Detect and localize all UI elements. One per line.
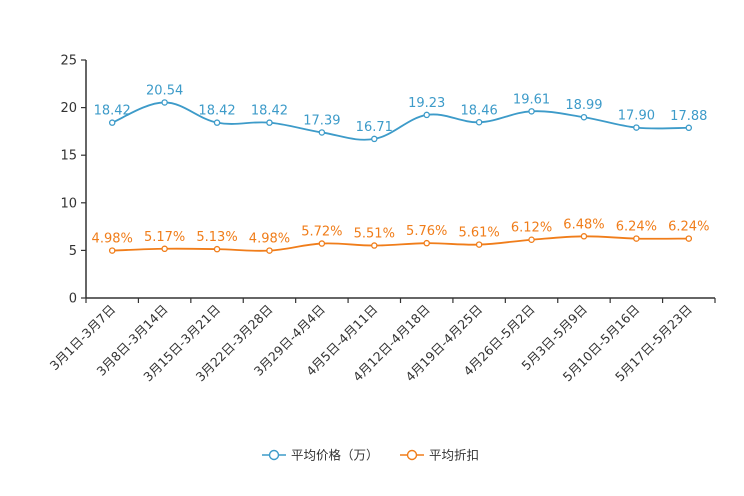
series-line <box>112 235 689 252</box>
data-point[interactable] <box>371 135 378 143</box>
data-point[interactable] <box>528 108 535 115</box>
data-label: 4.98% <box>92 232 133 247</box>
data-label: 18.42 <box>251 104 288 119</box>
data-label: 6.48% <box>563 217 604 232</box>
data-label: 6.12% <box>511 221 552 236</box>
data-point[interactable] <box>161 245 168 253</box>
data-point[interactable] <box>108 247 116 254</box>
y-tick-label: 5 <box>69 244 77 259</box>
data-point[interactable] <box>213 245 221 253</box>
data-point[interactable] <box>685 124 693 132</box>
y-tick-label: 15 <box>60 149 77 164</box>
legend-label: 平均价格（万） <box>291 448 379 463</box>
data-label: 16.71 <box>356 120 393 135</box>
data-point[interactable] <box>161 99 168 106</box>
data-label: 5.61% <box>458 226 499 241</box>
data-label: 18.99 <box>565 98 602 113</box>
data-point[interactable] <box>423 111 430 119</box>
data-label: 5.51% <box>354 227 395 242</box>
data-label: 18.42 <box>94 104 131 119</box>
series-0: 18.42 20.54 18.42 18.42 17.39 16.71 19.23 18.46… <box>94 83 707 143</box>
data-point[interactable] <box>371 242 378 249</box>
y-tick-label: 0 <box>69 292 77 307</box>
data-point[interactable] <box>213 119 221 126</box>
data-point[interactable] <box>528 236 535 243</box>
legend: 平均价格（万） 平均折扣 <box>262 448 479 463</box>
data-point[interactable] <box>475 241 483 248</box>
legend-item-1[interactable]: 平均折扣 <box>400 448 479 463</box>
data-label: 18.46 <box>461 103 498 118</box>
data-point[interactable] <box>685 235 693 242</box>
data-point[interactable] <box>475 119 483 126</box>
data-label: 6.24% <box>668 220 709 235</box>
data-point[interactable] <box>633 235 640 242</box>
data-point[interactable] <box>108 119 116 126</box>
data-label: 19.23 <box>408 96 445 111</box>
data-label: 6.24% <box>616 220 657 235</box>
y-tick-label: 25 <box>60 54 77 69</box>
data-label: 4.98% <box>249 232 290 247</box>
y-tick-label: 10 <box>60 196 77 211</box>
data-point[interactable] <box>318 129 326 136</box>
data-label: 18.42 <box>198 104 235 119</box>
legend-item-0[interactable]: 平均价格（万） <box>262 448 379 463</box>
data-label: 5.13% <box>196 230 237 245</box>
data-label: 5.76% <box>406 224 447 239</box>
data-label: 17.90 <box>618 109 655 124</box>
y-tick-label: 20 <box>60 101 77 116</box>
series-line <box>111 101 689 141</box>
series-1: 4.98% 5.17% 5.13% 4.98% 5.72% 5.51% 5.76% 5.61%… <box>92 217 709 254</box>
series-group: 18.42 20.54 18.42 18.42 17.39 16.71 19.23 18.46… <box>92 83 709 254</box>
legend-marker-icon <box>268 449 280 461</box>
data-label: 17.39 <box>303 113 340 128</box>
data-label: 17.88 <box>670 109 707 124</box>
data-label: 19.61 <box>513 92 550 107</box>
data-point[interactable] <box>580 233 588 240</box>
data-label: 5.72% <box>301 225 342 240</box>
data-point[interactable] <box>266 119 273 126</box>
data-point[interactable] <box>318 240 326 247</box>
legend-label: 平均折扣 <box>429 448 479 463</box>
data-point[interactable] <box>633 124 640 131</box>
data-label: 5.17% <box>144 230 185 245</box>
data-point[interactable] <box>423 239 430 247</box>
data-label: 20.54 <box>146 83 183 98</box>
data-point[interactable] <box>580 113 588 121</box>
y-axis: 0 5 10 15 20 25 <box>60 54 87 307</box>
data-point[interactable] <box>266 247 273 254</box>
legend-marker-icon <box>406 449 418 461</box>
x-axis: 3月1日-3月7日3月8日-3月14日3月15日-3月21日3月22日-3月28… <box>47 297 716 384</box>
